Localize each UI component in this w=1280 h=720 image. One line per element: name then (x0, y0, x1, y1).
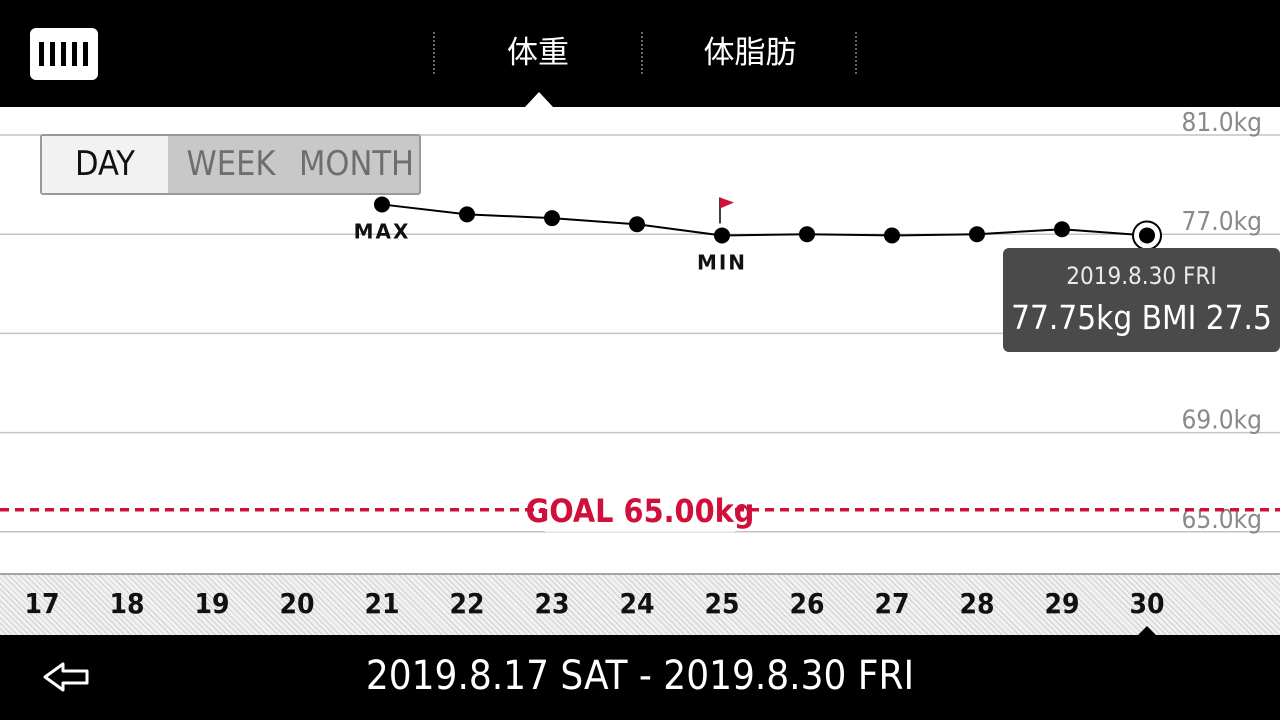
tab-divider (641, 32, 643, 74)
measurement-tooltip: 2019.8.30 FRI 77.75kg BMI 27.5 (1003, 248, 1280, 352)
x-tick-label[interactable]: 18 (109, 587, 145, 620)
logo-bar (50, 42, 55, 66)
range-day-button[interactable]: DAY (42, 136, 168, 193)
data-point (884, 227, 900, 244)
back-arrow-icon (43, 662, 89, 692)
y-tick-label: 81.0kg (1182, 108, 1262, 138)
flag-icon (720, 197, 734, 209)
x-tick-label[interactable]: 27 (874, 587, 910, 620)
range-selector: DAY WEEK MONTH (40, 134, 421, 195)
tooltip-values: 77.75kg BMI 27.5 (1011, 298, 1272, 337)
tab-body-fat[interactable]: 体脂肪 (703, 35, 797, 71)
data-point (1139, 227, 1155, 244)
x-axis-strip[interactable]: 17 18 19 20 21 22 23 24 25 26 27 28 29 30 (0, 573, 1280, 635)
data-point (799, 226, 815, 243)
data-point (1054, 221, 1070, 238)
logo-bar (72, 42, 77, 66)
x-tick-label[interactable]: 23 (534, 587, 570, 620)
logo-bar (83, 42, 88, 66)
top-bar: 体重 体脂肪 (0, 0, 1280, 107)
x-tick-label[interactable]: 29 (1044, 587, 1080, 620)
min-label: MIN (697, 250, 747, 274)
data-point (714, 227, 730, 244)
x-tick-label[interactable]: 24 (619, 587, 655, 620)
date-range-label: 2019.8.17 SAT - 2019.8.30 FRI (365, 653, 915, 699)
x-tick-label[interactable]: 22 (449, 587, 485, 620)
x-tick-label[interactable]: 26 (789, 587, 825, 620)
tab-divider (855, 32, 857, 74)
max-label: MAX (354, 219, 411, 243)
data-point (544, 210, 560, 227)
selected-day-pointer-icon (1138, 626, 1156, 635)
back-button[interactable] (36, 649, 96, 705)
bottom-bar: 2019.8.17 SAT - 2019.8.30 FRI (0, 635, 1280, 720)
data-point (374, 196, 390, 213)
goal-label-bg (545, 487, 735, 532)
y-tick-label: 69.0kg (1182, 406, 1262, 436)
tanita-logo-icon[interactable] (30, 28, 98, 80)
data-point (629, 216, 645, 233)
weight-series-line (381, 203, 1148, 237)
tab-weight[interactable]: 体重 (507, 35, 569, 71)
x-tick-label[interactable]: 25 (704, 587, 740, 620)
tab-divider (433, 32, 435, 74)
logo-bar (39, 42, 44, 66)
x-tick-label[interactable]: 21 (364, 587, 400, 620)
x-tick-label[interactable]: 28 (959, 587, 995, 620)
y-tick-label: 77.0kg (1182, 207, 1262, 237)
x-tick-label[interactable]: 17 (24, 587, 60, 620)
x-tick-label[interactable]: 20 (279, 587, 315, 620)
range-week-button[interactable]: WEEK (186, 144, 276, 184)
active-tab-pointer-icon (525, 92, 553, 107)
data-point (459, 206, 475, 223)
tooltip-date: 2019.8.30 FRI (1066, 262, 1217, 290)
x-tick-label[interactable]: 30 (1129, 587, 1165, 620)
range-month-button[interactable]: MONTH (298, 144, 415, 184)
goal-label: GOAL 65.00kg (526, 492, 755, 530)
logo-bar (61, 42, 66, 66)
x-tick-label[interactable]: 19 (194, 587, 230, 620)
data-point (969, 226, 985, 243)
